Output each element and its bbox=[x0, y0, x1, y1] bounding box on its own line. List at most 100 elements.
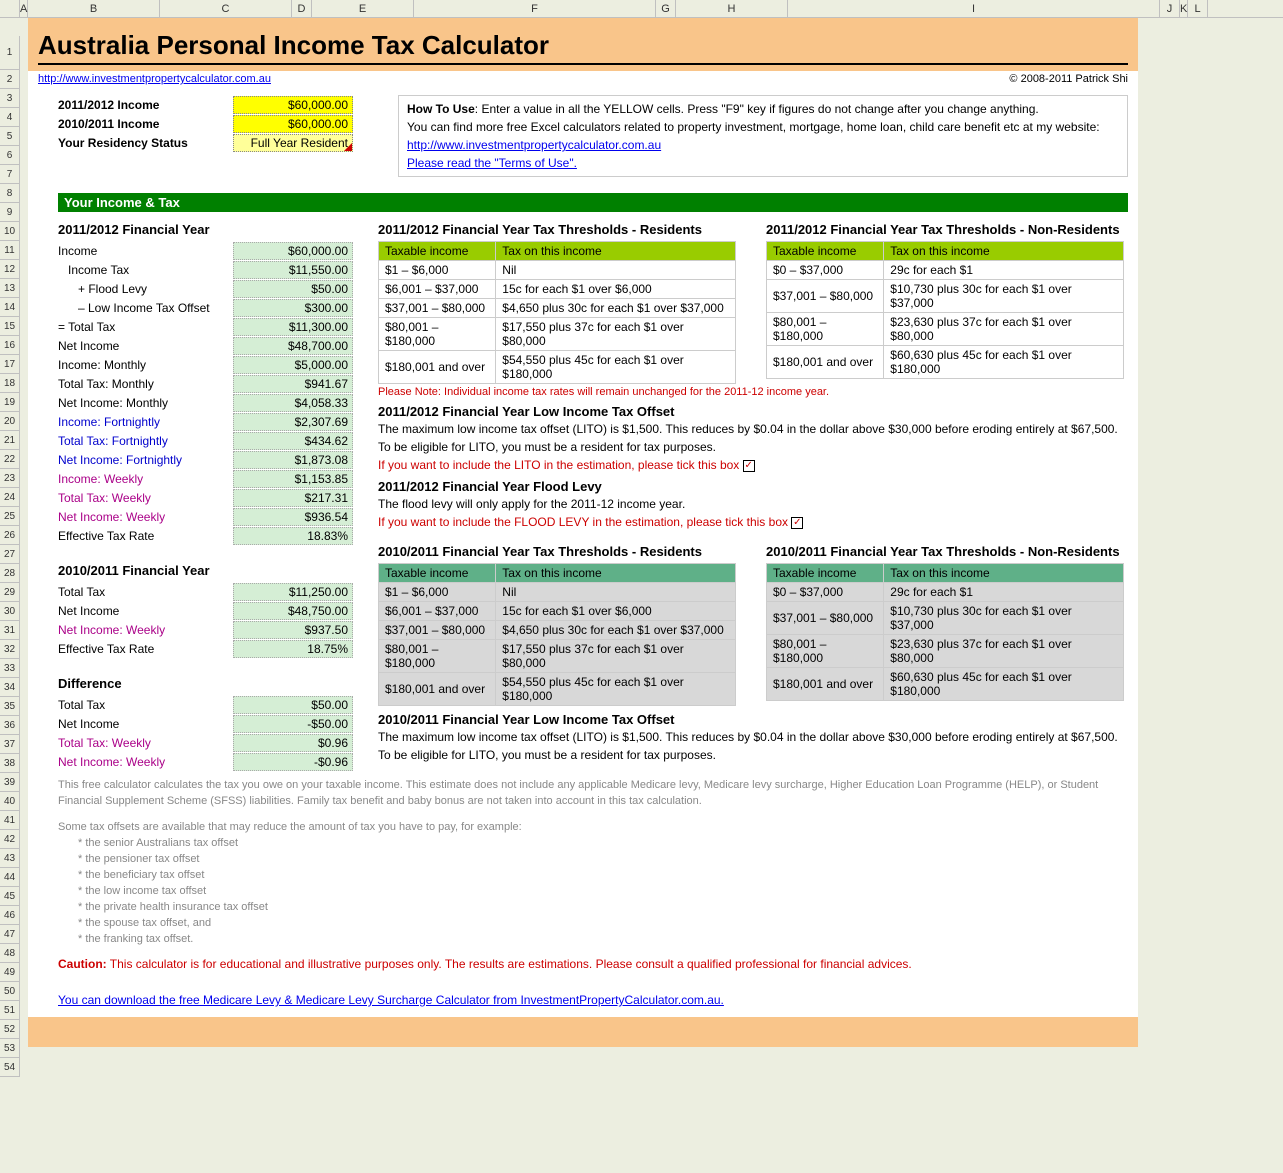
row-header[interactable]: 43 bbox=[0, 849, 20, 868]
fine-b4: * the low income tax offset bbox=[58, 883, 1128, 899]
row-header[interactable]: 22 bbox=[0, 450, 20, 469]
row-header[interactable]: 5 bbox=[0, 127, 20, 146]
col-header[interactable]: B bbox=[28, 0, 160, 17]
table-row: $80,001 – $180,000$23,630 plus 37c for e… bbox=[767, 313, 1124, 346]
row-header[interactable]: 10 bbox=[0, 222, 20, 241]
row-header[interactable]: 29 bbox=[0, 583, 20, 602]
col-header[interactable]: E bbox=[312, 0, 414, 17]
row-header[interactable]: 33 bbox=[0, 659, 20, 678]
row-header[interactable]: 18 bbox=[0, 374, 20, 393]
row-header[interactable]: 37 bbox=[0, 735, 20, 754]
row-header[interactable]: 7 bbox=[0, 165, 20, 184]
row-header[interactable]: 32 bbox=[0, 640, 20, 659]
row-header[interactable]: 39 bbox=[0, 773, 20, 792]
row-header[interactable]: 31 bbox=[0, 621, 20, 640]
fy2012-title: 2011/2012 Financial Year bbox=[58, 222, 358, 237]
table-cell: $1 – $6,000 bbox=[379, 261, 496, 280]
row-header[interactable]: 35 bbox=[0, 697, 20, 716]
row-header[interactable]: 16 bbox=[0, 336, 20, 355]
lito-checkbox[interactable]: ✓ bbox=[743, 460, 755, 472]
table-row: $37,001 – $80,000$4,650 plus 30c for eac… bbox=[379, 621, 736, 640]
col-header[interactable]: G bbox=[656, 0, 676, 17]
col-header[interactable]: I bbox=[788, 0, 1160, 17]
row-header[interactable]: 11 bbox=[0, 241, 20, 260]
row-header[interactable]: 52 bbox=[0, 1020, 20, 1039]
row-header[interactable]: 3 bbox=[0, 89, 20, 108]
col-header[interactable]: L bbox=[1188, 0, 1208, 17]
table-row: $6,001 – $37,00015c for each $1 over $6,… bbox=[379, 602, 736, 621]
table-row: $180,001 and over$54,550 plus 45c for ea… bbox=[379, 351, 736, 384]
row-header[interactable]: 4 bbox=[0, 108, 20, 127]
table-row: $80,001 – $180,000$17,550 plus 37c for e… bbox=[379, 640, 736, 673]
flood-checkbox[interactable]: ✓ bbox=[791, 517, 803, 529]
row-header[interactable]: 46 bbox=[0, 906, 20, 925]
row-header[interactable]: 41 bbox=[0, 811, 20, 830]
col-header[interactable]: K bbox=[1180, 0, 1188, 17]
row-header[interactable]: 36 bbox=[0, 716, 20, 735]
row-header[interactable]: 53 bbox=[0, 1039, 20, 1058]
col-header[interactable]: F bbox=[414, 0, 656, 17]
row-header[interactable]: 13 bbox=[0, 279, 20, 298]
terms-link[interactable]: Please read the "Terms of Use". bbox=[407, 156, 577, 170]
row-header[interactable]: 50 bbox=[0, 982, 20, 1001]
row-header[interactable]: 14 bbox=[0, 298, 20, 317]
thres2011nr-title: 2010/2011 Financial Year Tax Thresholds … bbox=[766, 544, 1124, 559]
table-row: $6,001 – $37,00015c for each $1 over $6,… bbox=[379, 280, 736, 299]
income-2011-input[interactable]: $60,000.00 bbox=[233, 115, 353, 133]
spreadsheet-content: Australia Personal Income Tax Calculator… bbox=[28, 18, 1138, 1047]
row-header[interactable]: 21 bbox=[0, 431, 20, 450]
row-header[interactable]: 28 bbox=[0, 564, 20, 583]
input-block: 2011/2012 Income $60,000.00 2010/2011 In… bbox=[58, 95, 378, 177]
col-header[interactable] bbox=[0, 0, 20, 17]
row-header[interactable]: 20 bbox=[0, 412, 20, 431]
col-header[interactable]: C bbox=[160, 0, 292, 17]
row-header[interactable]: 38 bbox=[0, 754, 20, 773]
residency-select[interactable]: Full Year Resident bbox=[233, 134, 353, 152]
row-label: Net Income bbox=[58, 717, 233, 731]
row-header[interactable]: 27 bbox=[0, 545, 20, 564]
table-cell: $23,630 plus 37c for each $1 over $80,00… bbox=[884, 635, 1124, 668]
row-header[interactable]: 30 bbox=[0, 602, 20, 621]
row-header[interactable]: 54 bbox=[0, 1058, 20, 1077]
row-value: $941.67 bbox=[233, 375, 353, 393]
row-header[interactable]: 40 bbox=[0, 792, 20, 811]
row-header[interactable]: 47 bbox=[0, 925, 20, 944]
row-header[interactable]: 26 bbox=[0, 526, 20, 545]
data-row: Effective Tax Rate18.83% bbox=[58, 526, 358, 545]
row-header[interactable]: 48 bbox=[0, 944, 20, 963]
row-header[interactable]: 17 bbox=[0, 355, 20, 374]
fine-b3: * the beneficiary tax offset bbox=[58, 867, 1128, 883]
col-header[interactable]: H bbox=[676, 0, 788, 17]
row-header[interactable]: 12 bbox=[0, 260, 20, 279]
fine-p2: Some tax offsets are available that may … bbox=[58, 819, 1128, 835]
row-header[interactable]: 23 bbox=[0, 469, 20, 488]
row-header[interactable]: 8 bbox=[0, 184, 20, 203]
table-cell: $17,550 plus 37c for each $1 over $80,00… bbox=[496, 640, 736, 673]
row-header[interactable]: 25 bbox=[0, 507, 20, 526]
data-row: Effective Tax Rate18.75% bbox=[58, 639, 358, 658]
row-header[interactable]: 34 bbox=[0, 678, 20, 697]
howto-link[interactable]: http://www.investmentpropertycalculator.… bbox=[407, 138, 661, 152]
row-header[interactable]: 24 bbox=[0, 488, 20, 507]
row-header[interactable]: 45 bbox=[0, 887, 20, 906]
income-2012-input[interactable]: $60,000.00 bbox=[233, 96, 353, 114]
row-header[interactable]: 2 bbox=[0, 70, 20, 89]
table-cell: $80,001 – $180,000 bbox=[767, 635, 884, 668]
row-header[interactable]: 19 bbox=[0, 393, 20, 412]
table-cell: $180,001 and over bbox=[379, 673, 496, 706]
row-value: 18.83% bbox=[233, 527, 353, 545]
row-header[interactable]: 51 bbox=[0, 1001, 20, 1020]
lito2012-p1: The maximum low income tax offset (LITO)… bbox=[378, 421, 1128, 437]
row-header[interactable]: 6 bbox=[0, 146, 20, 165]
col-header[interactable]: A bbox=[20, 0, 28, 17]
row-header[interactable]: 42 bbox=[0, 830, 20, 849]
col-header[interactable]: J bbox=[1160, 0, 1180, 17]
row-header[interactable]: 15 bbox=[0, 317, 20, 336]
download-link[interactable]: You can download the free Medicare Levy … bbox=[58, 993, 724, 1007]
col-header[interactable]: D bbox=[292, 0, 312, 17]
row-header[interactable]: 9 bbox=[0, 203, 20, 222]
row-header[interactable]: 44 bbox=[0, 868, 20, 887]
row-header[interactable]: 49 bbox=[0, 963, 20, 982]
top-link[interactable]: http://www.investmentpropertycalculator.… bbox=[38, 73, 271, 85]
row-header[interactable]: 1 bbox=[0, 36, 20, 70]
